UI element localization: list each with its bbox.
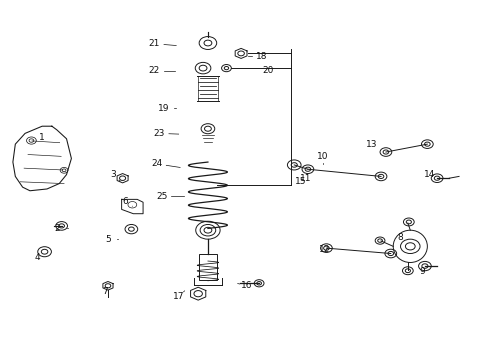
Text: 16: 16	[241, 281, 252, 290]
Text: 6: 6	[122, 197, 128, 206]
Text: 25: 25	[156, 192, 167, 201]
Text: 5: 5	[105, 235, 111, 244]
Text: 2: 2	[54, 224, 60, 233]
Text: 22: 22	[148, 66, 160, 75]
Text: 20: 20	[262, 66, 273, 75]
Text: 12: 12	[319, 246, 330, 255]
Text: 24: 24	[151, 159, 162, 168]
Text: 23: 23	[153, 129, 164, 138]
Text: 10: 10	[316, 152, 327, 161]
Text: 4: 4	[34, 253, 40, 262]
Text: 19: 19	[158, 104, 169, 113]
Text: 8: 8	[397, 233, 403, 242]
Text: 21: 21	[148, 39, 160, 48]
Text: 13: 13	[365, 140, 376, 149]
Text: 7: 7	[102, 287, 108, 296]
Text: 3: 3	[110, 170, 116, 179]
Bar	[199, 253, 216, 280]
Text: 14: 14	[423, 170, 435, 179]
Text: 9: 9	[419, 267, 425, 276]
Text: 15: 15	[294, 177, 305, 186]
Text: 1: 1	[39, 133, 45, 142]
Text: 18: 18	[255, 52, 267, 61]
Text: 11: 11	[299, 174, 310, 183]
Text: 17: 17	[173, 292, 184, 301]
